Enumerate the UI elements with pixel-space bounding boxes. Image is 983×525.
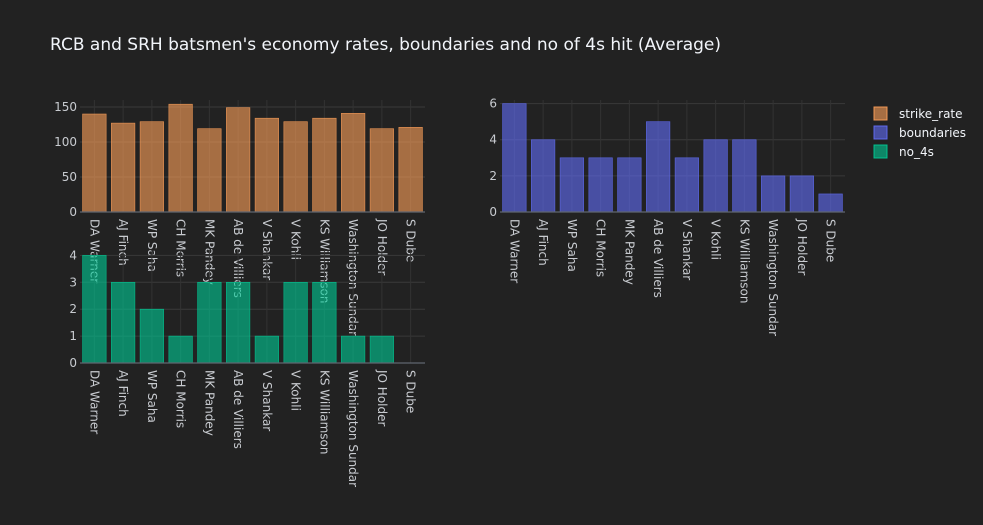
- bar-boundaries-v-kohli[interactable]: [703, 139, 728, 213]
- bar-no-4s-ch-morris[interactable]: [168, 335, 193, 364]
- x-tick-label-boundaries-v-shankar: V Shankar: [680, 219, 694, 280]
- x-tick-label-boundaries-s-dube: S Dube: [824, 219, 838, 262]
- bar-boundaries-jo-holder[interactable]: [789, 175, 814, 213]
- y-tick-label-boundaries-4: 4: [489, 133, 497, 147]
- x-tick-label-strike-rate-v-kohli: V Kohli: [289, 219, 303, 260]
- y-tick-label-no-4s-3: 3: [69, 275, 77, 289]
- y-tick-label-boundaries-0: 0: [489, 205, 497, 219]
- legend-label-no-4s: no_4s: [899, 145, 934, 159]
- bar-no-4s-ab-de-villiers[interactable]: [226, 281, 251, 364]
- x-tick-label-no-4s-da-warner: DA Warner: [87, 370, 101, 434]
- y-tick-label-no-4s-0: 0: [69, 356, 77, 370]
- legend-item-strike-rate[interactable]: strike_rate: [873, 106, 963, 121]
- x-tick-label-boundaries-ab-de-villiers: AB de Villiers: [651, 219, 665, 298]
- bar-boundaries-wp-saha[interactable]: [559, 157, 584, 213]
- y-tick-label-strike-rate-50: 50: [62, 170, 77, 184]
- y-tick-label-strike-rate-150: 150: [54, 100, 77, 114]
- legend-label-boundaries: boundaries: [899, 126, 966, 140]
- legend-swatch-strike-rate: [873, 106, 888, 121]
- bar-strike-rate-ch-morris[interactable]: [168, 103, 193, 213]
- bar-no-4s-da-warner[interactable]: [82, 255, 107, 364]
- x-tick-label-no-4s-wp-saha: WP Saha: [145, 370, 159, 423]
- bar-no-4s-ks-williamson[interactable]: [312, 281, 337, 364]
- x-tick-label-boundaries-washington-sundar: Washington Sundar: [766, 219, 780, 336]
- x-tick-label-boundaries-ch-morris: CH Morris: [594, 219, 608, 277]
- bar-no-4s-aj-finch[interactable]: [111, 281, 136, 364]
- legend-label-strike-rate: strike_rate: [899, 107, 963, 121]
- bar-strike-rate-da-warner[interactable]: [82, 113, 107, 213]
- x-tick-label-boundaries-aj-finch: AJ Finch: [536, 219, 550, 266]
- bar-strike-rate-ks-williamson[interactable]: [312, 117, 337, 213]
- bar-strike-rate-s-dube[interactable]: [398, 127, 423, 213]
- bar-strike-rate-v-shankar[interactable]: [254, 117, 279, 213]
- x-tick-label-no-4s-ch-morris: CH Morris: [174, 370, 188, 428]
- y-tick-label-strike-rate-100: 100: [54, 135, 77, 149]
- bar-no-4s-washington-sundar[interactable]: [341, 335, 366, 364]
- bar-no-4s-jo-holder[interactable]: [369, 335, 394, 364]
- bar-boundaries-ch-morris[interactable]: [588, 157, 613, 213]
- bar-strike-rate-ab-de-villiers[interactable]: [226, 107, 251, 213]
- bar-boundaries-v-shankar[interactable]: [674, 157, 699, 213]
- x-tick-label-no-4s-ab-de-villiers: AB de Villiers: [231, 370, 245, 449]
- y-tick-label-no-4s-1: 1: [69, 329, 77, 343]
- x-tick-label-boundaries-da-warner: DA Warner: [507, 219, 521, 283]
- x-tick-label-boundaries-v-kohli: V Kohli: [709, 219, 723, 260]
- x-tick-label-no-4s-jo-holder: JO Holder: [375, 369, 389, 426]
- x-tick-label-boundaries-jo-holder: JO Holder: [795, 218, 809, 275]
- legend-item-no-4s[interactable]: no_4s: [873, 144, 934, 159]
- x-tick-label-strike-rate-wp-saha: WP Saha: [145, 219, 159, 272]
- y-tick-label-boundaries-2: 2: [489, 169, 497, 183]
- bar-boundaries-s-dube[interactable]: [818, 193, 843, 213]
- y-tick-label-no-4s-4: 4: [69, 248, 77, 262]
- x-tick-label-no-4s-v-kohli: V Kohli: [289, 370, 303, 411]
- bar-strike-rate-washington-sundar[interactable]: [341, 113, 366, 213]
- bar-boundaries-mk-pandey[interactable]: [617, 157, 642, 213]
- bar-strike-rate-aj-finch[interactable]: [111, 122, 136, 213]
- bar-strike-rate-mk-pandey[interactable]: [197, 128, 222, 213]
- x-tick-label-no-4s-s-dube: S Dube: [404, 370, 418, 413]
- x-tick-label-boundaries-mk-pandey: MK Pandey: [622, 219, 636, 285]
- bar-no-4s-wp-saha[interactable]: [139, 308, 164, 364]
- x-tick-label-strike-rate-aj-finch: AJ Finch: [116, 219, 130, 266]
- y-tick-label-no-4s-2: 2: [69, 302, 77, 316]
- bar-boundaries-aj-finch[interactable]: [531, 139, 556, 213]
- bar-strike-rate-v-kohli[interactable]: [283, 121, 308, 213]
- x-tick-label-boundaries-ks-williamson: KS Williamson: [737, 219, 751, 303]
- x-tick-label-no-4s-ks-williamson: KS Williamson: [317, 370, 331, 454]
- y-tick-label-strike-rate-0: 0: [69, 205, 77, 219]
- y-tick-label-boundaries-6: 6: [489, 97, 497, 111]
- subplot-boundaries: 0 2 4 6 DA Warner AJ Finch WP Saha CH Morris MK …: [489, 97, 845, 336]
- x-tick-label-strike-rate-jo-holder: JO Holder: [375, 218, 389, 275]
- legend-item-boundaries[interactable]: boundaries: [873, 125, 966, 140]
- x-tick-label-strike-rate-ch-morris: CH Morris: [174, 219, 188, 277]
- x-tick-label-no-4s-mk-pandey: MK Pandey: [202, 370, 216, 436]
- bar-no-4s-v-kohli[interactable]: [283, 281, 308, 364]
- legend-swatch-boundaries: [873, 125, 888, 140]
- legend-swatch-no-4s: [873, 144, 888, 159]
- x-tick-label-no-4s-washington-sundar: Washington Sundar: [346, 370, 360, 487]
- x-tick-label-strike-rate-v-shankar: V Shankar: [260, 219, 274, 280]
- legend: strike_rate boundaries no_4s: [873, 106, 966, 159]
- subplot-no-4s: 0 1 2 3 4 DA Warner AJ Finch WP Saha CH Morris MK…: [69, 248, 425, 487]
- bar-strike-rate-jo-holder[interactable]: [369, 128, 394, 213]
- bar-boundaries-da-warner[interactable]: [502, 103, 527, 213]
- chart-title: RCB and SRH batsmen's economy rates, bou…: [50, 35, 721, 55]
- bar-strike-rate-wp-saha[interactable]: [139, 121, 164, 213]
- bar-no-4s-v-shankar[interactable]: [254, 335, 279, 364]
- x-tick-label-boundaries-wp-saha: WP Saha: [565, 219, 579, 272]
- bar-boundaries-ab-de-villiers[interactable]: [646, 121, 671, 213]
- x-tick-label-strike-rate-s-dube: S Dube: [404, 219, 418, 262]
- x-tick-label-no-4s-aj-finch: AJ Finch: [116, 370, 130, 417]
- bar-boundaries-ks-williamson[interactable]: [732, 139, 757, 213]
- bar-no-4s-mk-pandey[interactable]: [197, 281, 222, 364]
- bar-boundaries-washington-sundar[interactable]: [761, 175, 786, 213]
- x-tick-label-no-4s-v-shankar: V Shankar: [260, 370, 274, 431]
